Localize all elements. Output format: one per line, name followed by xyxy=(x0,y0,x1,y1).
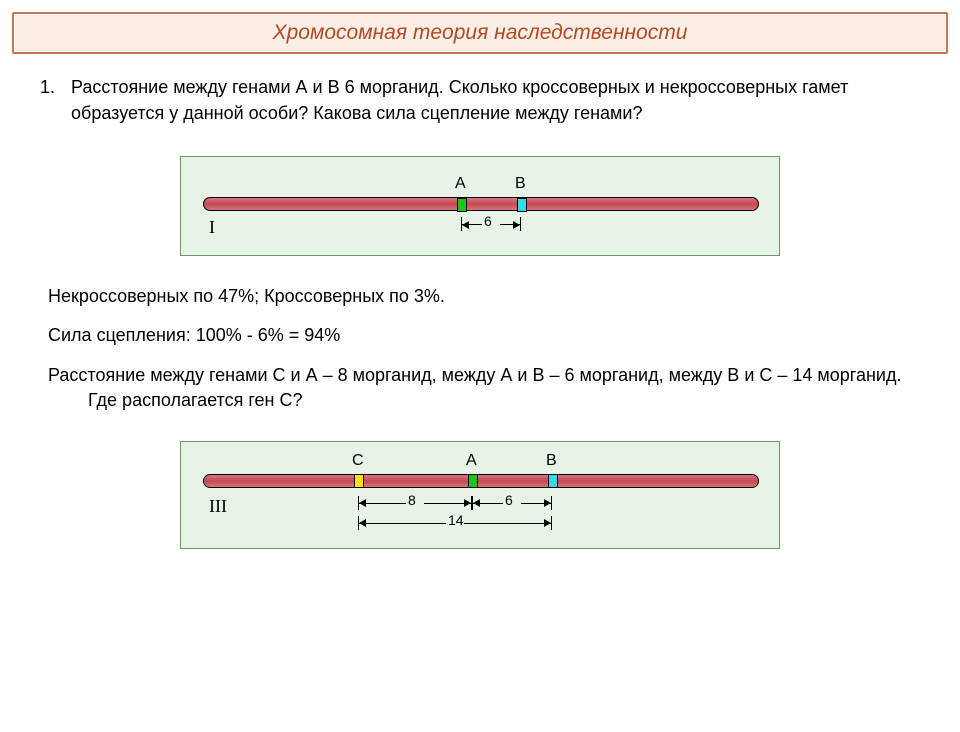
gene-marker xyxy=(354,474,364,488)
gene-label: А xyxy=(466,452,477,470)
gene-marker xyxy=(517,198,527,212)
gene-marker xyxy=(548,474,558,488)
roman-numeral: I xyxy=(209,217,215,238)
answer-line-2: Сила сцепления: 100% - 6% = 94% xyxy=(40,323,920,348)
diagram-1: А В I 6 xyxy=(180,156,780,256)
content-area: 1. Расстояние между генами А и В 6 морга… xyxy=(0,54,960,549)
dimension-value: 6 xyxy=(505,492,513,508)
dimension-value: 14 xyxy=(448,512,464,528)
question-number: 1. xyxy=(40,74,66,100)
gene-label: С xyxy=(352,452,364,470)
diagram-2: САВIII8614 xyxy=(180,441,780,549)
answer-line-1: Некроссоверных по 47%; Кроссоверных по 3… xyxy=(40,284,920,309)
gene-marker xyxy=(468,474,478,488)
answer-line-3: Расстояние между генами С и А – 8 морган… xyxy=(40,363,920,413)
page-title-banner: Хромосомная теория наследственности xyxy=(12,12,948,54)
dimension-value: 8 xyxy=(408,492,416,508)
dimension-line: 8 xyxy=(358,496,472,510)
gene-label: В xyxy=(546,452,557,470)
gene-label: А xyxy=(455,175,466,193)
page-title: Хромосомная теория наследственности xyxy=(273,21,688,45)
roman-numeral: III xyxy=(209,496,227,517)
dimension-line: 6 xyxy=(472,496,552,510)
question-text: Расстояние между генами А и В 6 морганид… xyxy=(71,74,911,126)
gene-label: В xyxy=(515,175,526,193)
question-1: 1. Расстояние между генами А и В 6 морга… xyxy=(40,74,920,126)
chromosome-bar xyxy=(203,474,759,488)
dimension-line: 14 xyxy=(358,516,552,530)
dimension-value: 6 xyxy=(484,213,492,229)
chromosome-bar xyxy=(203,197,759,211)
gene-marker xyxy=(457,198,467,212)
dimension-line: 6 xyxy=(461,217,521,231)
